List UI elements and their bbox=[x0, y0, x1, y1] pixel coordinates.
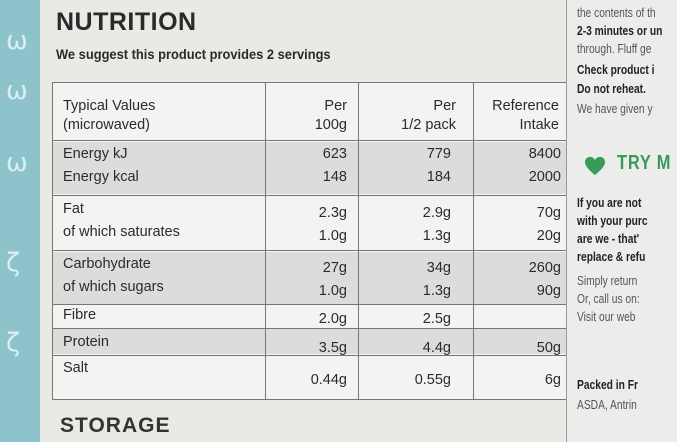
row-per-100g: 1.0g bbox=[318, 283, 347, 299]
row-per-100g: 0.44g bbox=[310, 372, 347, 388]
header-per-half-pack-line2: 1/2 pack bbox=[401, 117, 456, 133]
storage-heading: STORAGE bbox=[60, 414, 171, 437]
row-reference-intake: 90g bbox=[536, 283, 561, 299]
decorative-glyph-icon: ω bbox=[6, 148, 28, 178]
decorative-glyph-icon: ω bbox=[6, 76, 28, 106]
row-reference-intake: 8400 bbox=[528, 146, 561, 162]
row-band-protein bbox=[53, 328, 569, 354]
side-line: are we - that' bbox=[577, 232, 640, 246]
side-line: Do not reheat. bbox=[577, 82, 646, 96]
header-microwaved: (microwaved) bbox=[63, 117, 151, 133]
row-per-half-pack: 2.5g bbox=[422, 311, 451, 327]
row-label: Carbohydrate bbox=[63, 256, 151, 272]
header-per-half-pack-line1: Per bbox=[433, 98, 456, 114]
row-label: Salt bbox=[63, 360, 88, 376]
row-per-half-pack: 1.3g bbox=[422, 228, 451, 244]
row-rule bbox=[53, 195, 569, 196]
side-line: with your purc bbox=[577, 214, 648, 228]
row-reference-intake: 260g bbox=[528, 260, 561, 276]
row-per-half-pack: 2.9g bbox=[422, 205, 451, 221]
decorative-glyph-icon: ω bbox=[6, 26, 28, 56]
row-rule bbox=[53, 304, 569, 305]
row-label: Fat bbox=[63, 201, 84, 217]
row-per-half-pack: 4.4g bbox=[422, 340, 451, 356]
row-per-half-pack: 184 bbox=[426, 169, 451, 185]
row-per-100g: 1.0g bbox=[318, 228, 347, 244]
row-rule bbox=[53, 328, 569, 329]
row-reference-intake: 6g bbox=[544, 372, 561, 388]
row-per-half-pack: 1.3g bbox=[422, 283, 451, 299]
row-per-100g: 3.5g bbox=[318, 340, 347, 356]
header-per-100g-line1: Per bbox=[324, 98, 347, 114]
row-reference-intake: 20g bbox=[536, 228, 561, 244]
side-line: Check product i bbox=[577, 63, 655, 77]
side-line: through. Fluff ge bbox=[577, 42, 652, 56]
row-label: Energy kJ bbox=[63, 146, 128, 162]
side-line: the contents of th bbox=[577, 6, 656, 20]
row-rule bbox=[53, 250, 569, 251]
side-panel-text: the contents of th 2-3 minutes or un thr… bbox=[566, 0, 677, 442]
side-line: replace & refu bbox=[577, 250, 646, 264]
row-per-100g: 623 bbox=[322, 146, 347, 162]
decorative-glyph-icon: ζ bbox=[6, 328, 21, 358]
row-label: Fibre bbox=[63, 307, 97, 323]
header-reference-intake-line1: Reference bbox=[492, 98, 559, 114]
column-divider bbox=[358, 83, 359, 399]
row-label: of which saturates bbox=[63, 224, 180, 240]
servings-note: We suggest this product provides 2 servi… bbox=[56, 46, 331, 62]
row-band-energy bbox=[53, 142, 569, 194]
column-divider bbox=[265, 83, 266, 399]
row-reference-intake: 70g bbox=[536, 205, 561, 221]
side-line: Simply return bbox=[577, 274, 638, 288]
column-divider bbox=[473, 83, 474, 399]
row-rule bbox=[53, 355, 569, 356]
row-reference-intake: 50g bbox=[536, 340, 561, 356]
header-rule bbox=[53, 140, 569, 141]
side-line: ASDA, Antrin bbox=[577, 398, 637, 412]
side-line: Visit our web bbox=[577, 310, 636, 324]
row-per-100g: 2.0g bbox=[318, 311, 347, 327]
decorative-glyph-icon: ζ bbox=[6, 248, 21, 278]
row-per-100g: 27g bbox=[322, 260, 347, 276]
heart-icon bbox=[585, 156, 605, 176]
side-line: 2-3 minutes or un bbox=[577, 24, 663, 38]
row-band-carbohydrate bbox=[53, 252, 569, 304]
try-heading: TRY M bbox=[617, 152, 672, 174]
row-per-half-pack: 34g bbox=[426, 260, 451, 276]
row-label: Energy kcal bbox=[63, 169, 139, 185]
side-line: We have given y bbox=[577, 102, 653, 116]
side-line: If you are not bbox=[577, 196, 642, 210]
row-reference-intake: 2000 bbox=[528, 169, 561, 185]
row-per-half-pack: 779 bbox=[426, 146, 451, 162]
row-label: Protein bbox=[63, 334, 109, 350]
left-decorative-band: ω ω ω ζ ζ bbox=[0, 0, 40, 442]
header-typical-values: Typical Values bbox=[63, 98, 156, 114]
header-reference-intake-line2: Intake bbox=[519, 117, 560, 133]
header-per-100g-line2: 100g bbox=[314, 117, 347, 133]
nutrition-heading: NUTRITION bbox=[56, 8, 197, 36]
side-line: Or, call us on: bbox=[577, 292, 640, 306]
row-per-100g: 148 bbox=[322, 169, 347, 185]
nutrition-table: Typical Values (microwaved) Per 100g Per… bbox=[52, 82, 570, 400]
row-label: of which sugars bbox=[63, 279, 164, 295]
row-per-100g: 2.3g bbox=[318, 205, 347, 221]
side-line: Packed in Fr bbox=[577, 378, 638, 392]
row-per-half-pack: 0.55g bbox=[414, 372, 451, 388]
